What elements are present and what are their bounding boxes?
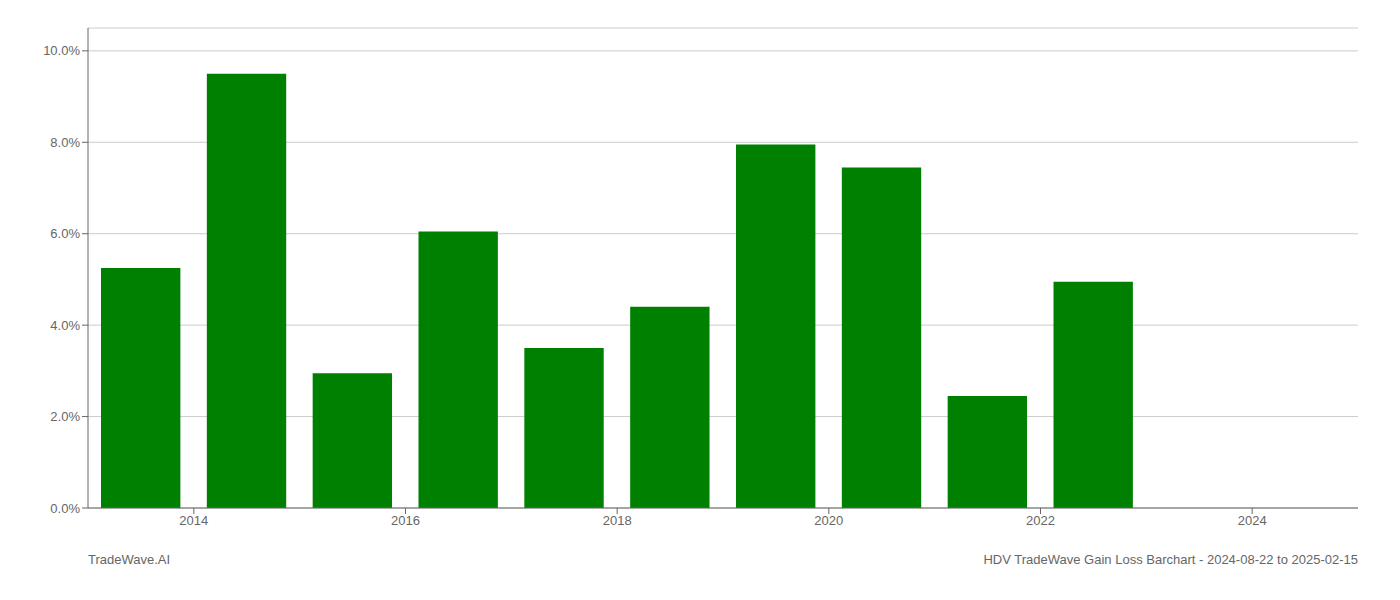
svg-text:6.0%: 6.0% — [50, 226, 80, 241]
svg-text:2014: 2014 — [179, 513, 208, 528]
svg-text:2016: 2016 — [391, 513, 420, 528]
svg-text:2020: 2020 — [814, 513, 843, 528]
html-text:TradeWave.AI: TradeWave.AI — [88, 552, 171, 567]
svg-text:2.0%: 2.0% — [50, 409, 80, 424]
html-text:HDV TradeWave Gain Loss Barcha: HDV TradeWave Gain Loss Barchart - 2024-… — [983, 552, 1358, 567]
svg-text:0.0%: 0.0% — [50, 501, 80, 516]
svg-text:4.0%: 4.0% — [50, 318, 80, 333]
svg-text:8.0%: 8.0% — [50, 135, 80, 150]
svg-text:2024: 2024 — [1238, 513, 1267, 528]
svg-text:2022: 2022 — [1026, 513, 1055, 528]
svg-text:10.0%: 10.0% — [43, 43, 80, 58]
svg-text:2018: 2018 — [603, 513, 632, 528]
